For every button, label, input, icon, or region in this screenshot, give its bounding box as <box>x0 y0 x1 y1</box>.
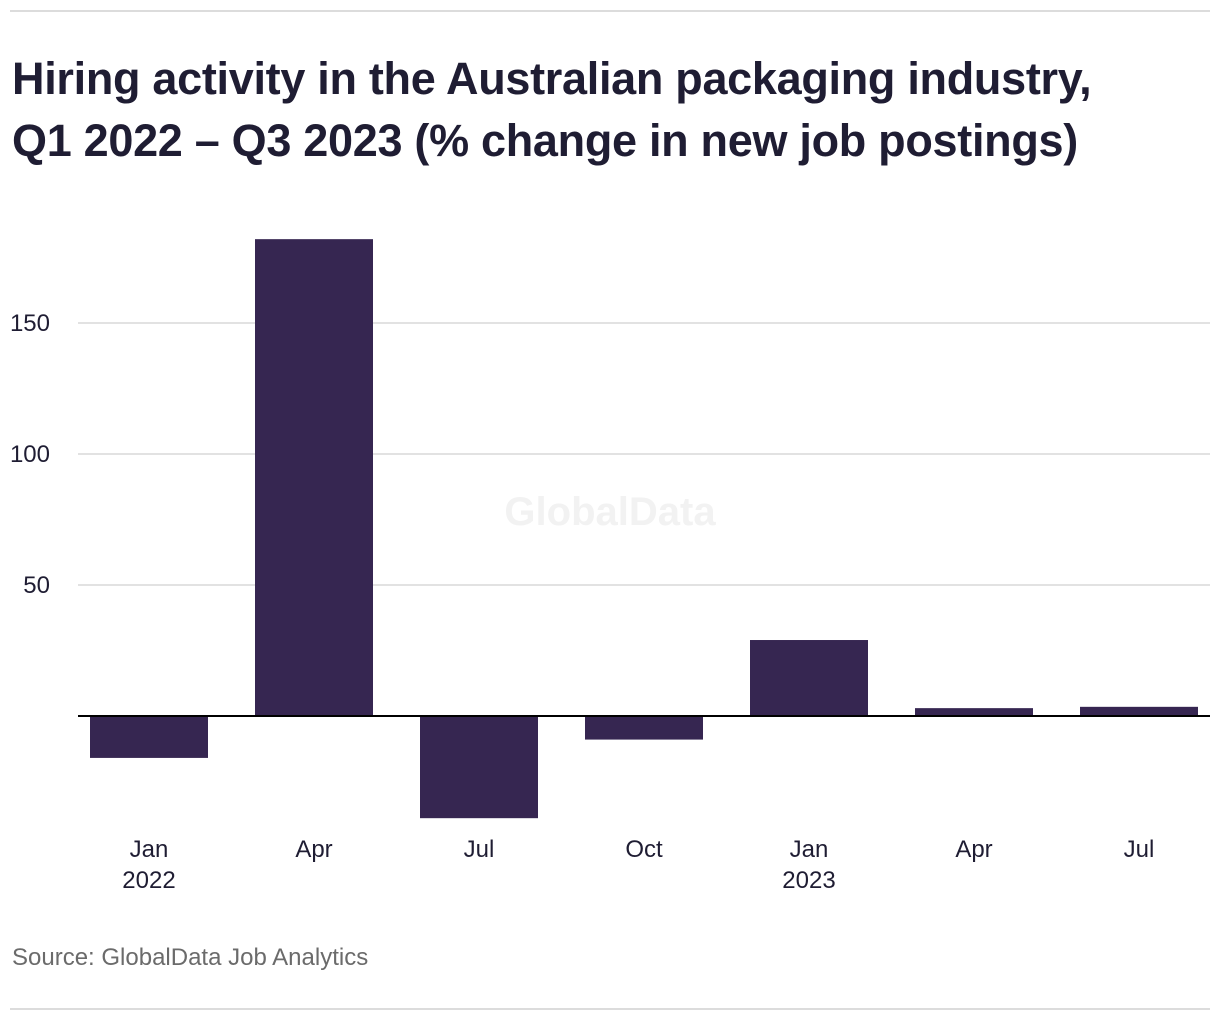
x-tick-label: Jul <box>464 836 495 863</box>
top-divider <box>10 10 1210 12</box>
source-note: Source: GlobalData Job Analytics <box>12 944 369 971</box>
x-tick-year-label: 2022 <box>122 867 175 894</box>
y-tick-label: 150 <box>10 310 50 337</box>
x-tick-year-label: 2023 <box>782 867 835 894</box>
x-tick-label: Jan <box>130 836 169 863</box>
chart-title-line-1: Hiring activity in the Australian packag… <box>12 53 1092 104</box>
bar-jan-2023 <box>750 640 868 716</box>
x-tick-label: Oct <box>625 836 663 863</box>
y-tick-label: 50 <box>23 572 50 599</box>
bar-jul-2022 <box>420 716 538 819</box>
y-tick-label: 100 <box>10 441 50 468</box>
bar-jan-2022 <box>90 716 208 758</box>
bar-jul-2023 <box>1080 706 1198 716</box>
watermark-text: GlobalData <box>504 490 716 534</box>
x-tick-label: Apr <box>955 836 992 863</box>
x-tick-label: Jul <box>1124 836 1155 863</box>
x-tick-label: Jan <box>790 836 829 863</box>
chart-title: Hiring activity in the Australian packag… <box>12 48 1207 172</box>
bar-chart: GlobalData 50 100 150 Jan 2022 Apr Jul Oct Jan 20… <box>10 239 1210 894</box>
chart-title-line-2: Q1 2022 – Q3 2023 (% change in new job p… <box>12 115 1078 166</box>
gridlines <box>78 322 1210 586</box>
axis-labels: 50 100 150 Jan 2022 Apr Jul Oct Jan 2023 Apr Jul <box>10 310 1154 894</box>
bars <box>90 239 1198 819</box>
x-tick-label: Apr <box>295 836 332 863</box>
bottom-divider <box>10 1008 1210 1010</box>
bar-apr-2023 <box>915 708 1033 716</box>
bar-oct-2022 <box>585 716 703 740</box>
bar-apr-2022 <box>255 239 373 716</box>
